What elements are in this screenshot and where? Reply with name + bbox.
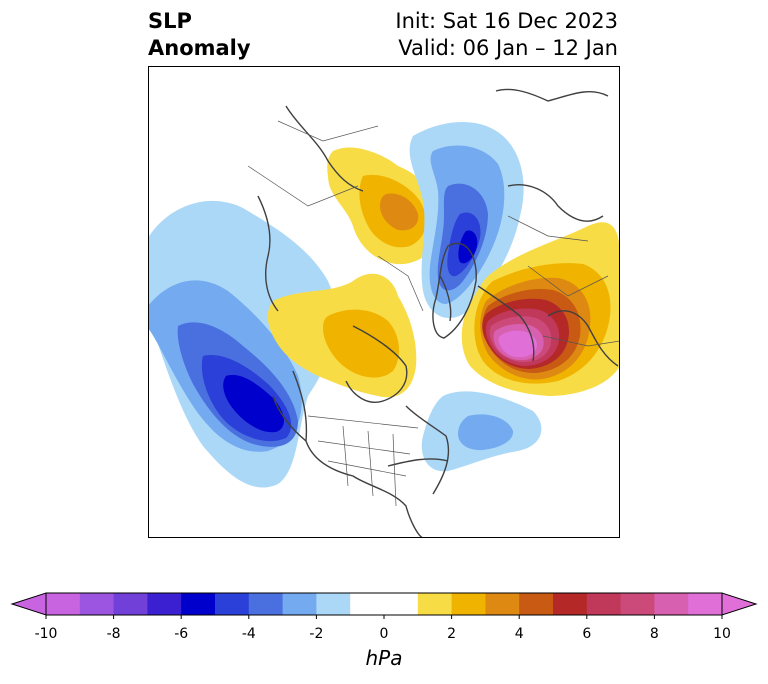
colorbar-tick-label: 0 [379, 626, 389, 642]
colorbar-cell [688, 593, 723, 615]
north-pacific-low-shading [148, 200, 337, 488]
colorbar-extend-min [10, 592, 47, 616]
siberia-high-shading [327, 147, 440, 265]
colorbar-tick-label: 4 [514, 626, 524, 642]
colorbar-cell [620, 593, 655, 615]
greenland-sea-low-shading [409, 122, 524, 319]
colorbar-cell [553, 593, 588, 615]
valid-range: Valid: 06 Jan – 12 Jan [398, 36, 618, 60]
init-valid-label: Init: Sat 16 Dec 2023 Valid: 06 Jan – 12… [395, 8, 618, 62]
colorbar-tick-label: 2 [447, 626, 457, 642]
colorbar-tick-label: -6 [174, 626, 189, 642]
title-line-1: SLP [148, 9, 192, 33]
colorbar-tick-label: 8 [649, 626, 659, 642]
north-atlantic-low-shading [421, 391, 542, 472]
colorbar-cell [417, 593, 453, 615]
title-line-2: Anomaly [148, 36, 251, 60]
coastlines [257, 88, 619, 538]
colorbar-units: hPa [365, 646, 403, 670]
colorbar-cell [350, 593, 385, 615]
colorbar-cell [147, 593, 182, 615]
colorbar-cell [248, 593, 284, 615]
colorbar-cell [282, 593, 317, 615]
colorbar-cell [181, 593, 216, 615]
colorbar-tick-label: -8 [106, 626, 121, 642]
colorbar-cell [654, 593, 689, 615]
colorbar-cell [451, 593, 486, 615]
colorbar-cell [519, 593, 554, 615]
colorbar-cell [215, 593, 250, 615]
colorbar-tick-label: -4 [241, 626, 256, 642]
country-borders [247, 120, 620, 507]
colorbar-cell [113, 593, 148, 615]
colorbar-tick-label: 10 [713, 626, 731, 642]
colorbar-cell [586, 593, 622, 615]
canada-high-shading [267, 273, 417, 398]
init-date: Init: Sat 16 Dec 2023 [395, 9, 618, 33]
scandinavia-high-shading [461, 222, 620, 396]
colorbar [10, 592, 758, 619]
colorbar-cell [316, 593, 351, 615]
colorbar-tick-label: -10 [34, 626, 58, 642]
colorbar-cell [384, 593, 419, 615]
colorbar-extend-max [721, 592, 758, 616]
colorbar-cell [485, 593, 520, 615]
colorbar-tick-label: 6 [582, 626, 592, 642]
slp-anomaly-map [148, 66, 620, 538]
colorbar-cell [46, 593, 81, 615]
colorbar-cell [79, 593, 115, 615]
map-title: SLP Anomaly [148, 8, 251, 62]
colorbar-tick-label: -2 [309, 626, 324, 642]
